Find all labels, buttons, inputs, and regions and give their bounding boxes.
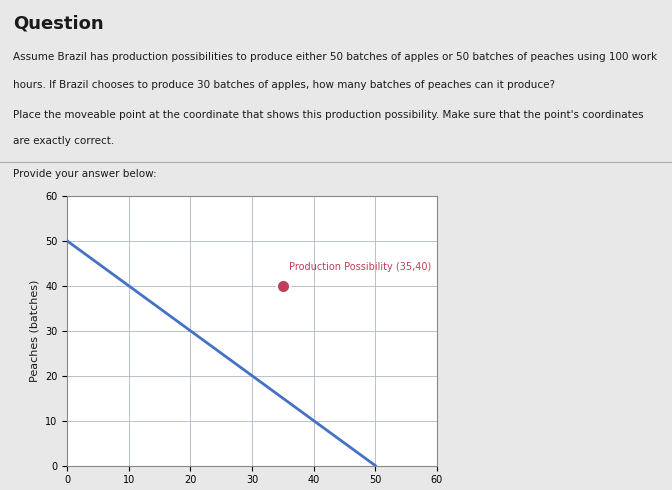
Text: Assume Brazil has production possibilities to produce either 50 batches of apple: Assume Brazil has production possibiliti… xyxy=(13,52,658,62)
Y-axis label: Peaches (batches): Peaches (batches) xyxy=(30,280,40,382)
Text: hours. If Brazil chooses to produce 30 batches of apples, how many batches of pe: hours. If Brazil chooses to produce 30 b… xyxy=(13,80,556,90)
Text: Production Possibility (35,40): Production Possibility (35,40) xyxy=(289,262,431,272)
Text: Place the moveable point at the coordinate that shows this production possibilit: Place the moveable point at the coordina… xyxy=(13,110,644,120)
Text: Provide your answer below:: Provide your answer below: xyxy=(13,170,157,179)
Text: are exactly correct.: are exactly correct. xyxy=(13,136,115,146)
Text: Question: Question xyxy=(13,15,104,33)
